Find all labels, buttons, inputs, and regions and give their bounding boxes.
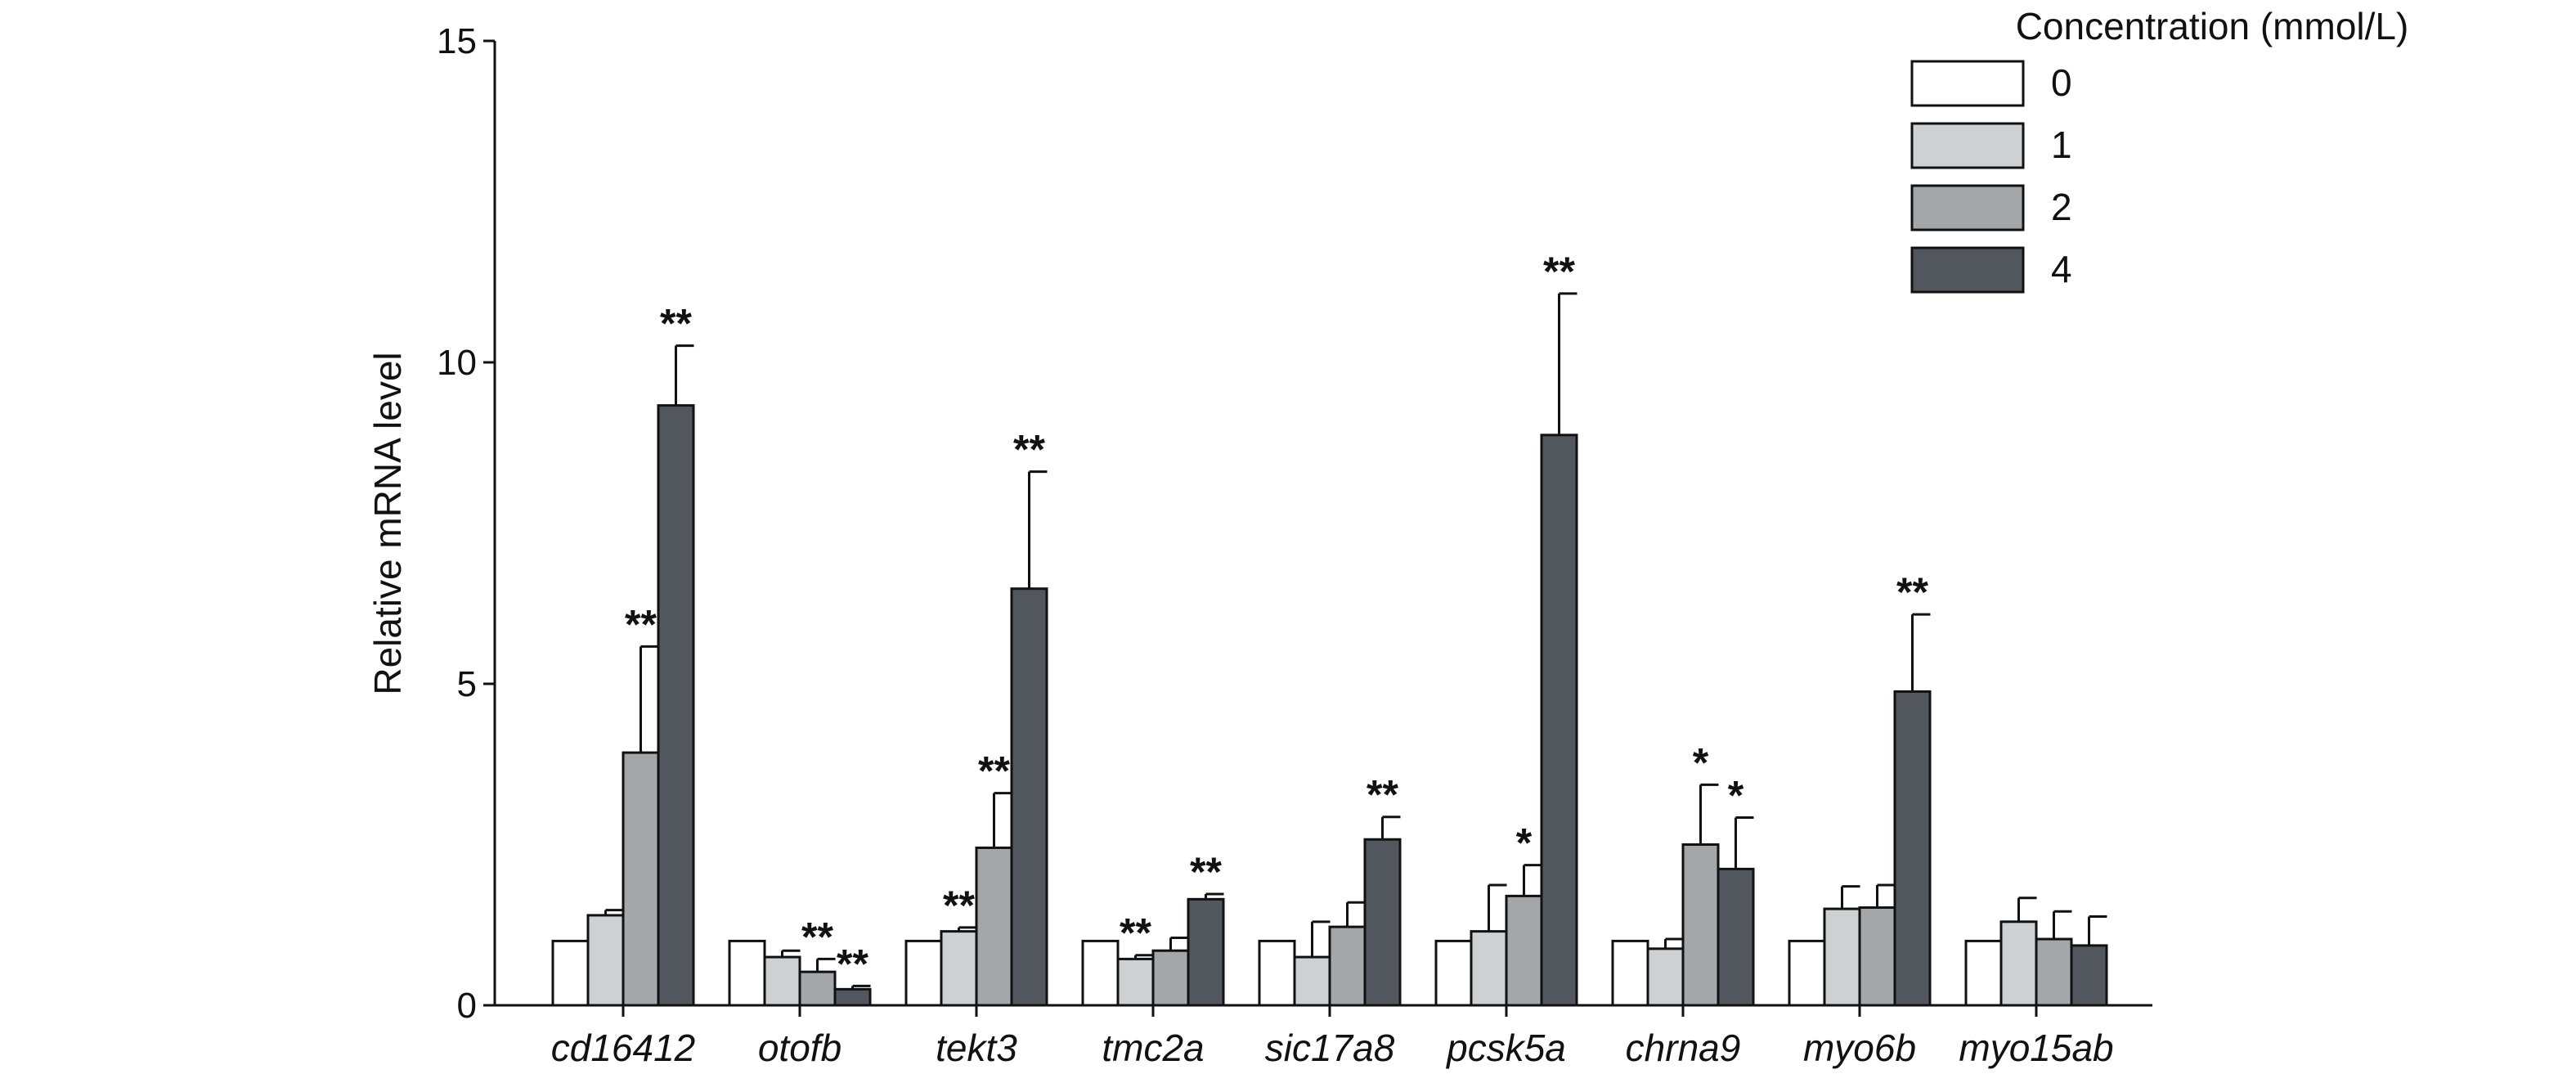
bar xyxy=(1611,939,1649,1007)
legend-label: 1 xyxy=(2051,124,2072,166)
x-tick-label: myo15ab xyxy=(1959,1027,2113,1069)
x-tick-label: sic17a8 xyxy=(1265,1027,1395,1069)
bar xyxy=(1363,838,1402,1007)
bar xyxy=(2070,944,2108,1007)
bar xyxy=(1681,843,1720,1007)
legend-title: Concentration (mmol/L) xyxy=(2016,5,2409,47)
x-tick-label: cd16412 xyxy=(551,1027,696,1069)
bar xyxy=(1964,939,2003,1007)
bar xyxy=(586,914,625,1007)
x-tick-label: pcsk5a xyxy=(1445,1027,1566,1069)
bar-group-myo6b: myo6b ** xyxy=(1788,569,1932,1069)
y-axis: 0 5 10 15 xyxy=(437,21,496,1026)
bar xyxy=(833,987,872,1007)
legend-swatch xyxy=(1910,184,2025,231)
significance-label: ** xyxy=(801,914,833,959)
bar xyxy=(1999,920,2038,1007)
bar xyxy=(1893,690,1932,1007)
significance-label: ** xyxy=(1013,427,1045,473)
y-tick-label: 5 xyxy=(457,664,477,704)
bar xyxy=(1858,906,1896,1007)
bar xyxy=(1258,939,1296,1007)
bar xyxy=(1081,939,1120,1007)
bar xyxy=(975,846,1013,1007)
bar-group-tekt3: tekt3 ** ** ** xyxy=(904,427,1048,1069)
bar xyxy=(1010,587,1048,1007)
significance-label: ** xyxy=(1896,569,1928,615)
x-tick-label: otofb xyxy=(758,1027,841,1069)
bar xyxy=(622,751,660,1007)
significance-label: ** xyxy=(837,941,868,986)
bar-group-myo15ab: myo15ab xyxy=(1959,896,2114,1069)
bar xyxy=(551,939,590,1007)
bar xyxy=(1116,957,1155,1007)
significance-label: * xyxy=(1728,772,1744,818)
significance-label: ** xyxy=(660,301,692,347)
x-tick-label: myo6b xyxy=(1803,1027,1916,1069)
y-axis-title: Relative mRNA level xyxy=(366,352,409,694)
significance-label: * xyxy=(1516,820,1533,866)
bar xyxy=(728,939,766,1007)
legend: Concentration (mmol/L) 0 1 2 4 xyxy=(1910,5,2409,294)
legend-label: 4 xyxy=(2051,248,2072,290)
significance-label: ** xyxy=(1120,910,1151,956)
significance-label: ** xyxy=(625,601,657,647)
bar xyxy=(1470,930,1508,1007)
bar xyxy=(1151,949,1190,1007)
bar xyxy=(1823,907,1861,1007)
bar-group-otofb: otofb **** xyxy=(728,914,872,1069)
significance-label: * xyxy=(1693,739,1709,785)
bar xyxy=(798,970,837,1007)
bar xyxy=(763,955,801,1007)
legend-label: 2 xyxy=(2051,186,2072,228)
bar-group-sic17a8: sic17a8 ** xyxy=(1258,772,1402,1069)
y-tick-label: 0 xyxy=(457,986,477,1026)
legend-swatch xyxy=(1910,122,2025,169)
bar xyxy=(1505,894,1543,1007)
bar xyxy=(904,939,943,1007)
legend-swatch xyxy=(1910,60,2025,107)
significance-label: ** xyxy=(1367,772,1398,818)
bar xyxy=(1788,939,1826,1007)
legend-label: 0 xyxy=(2051,61,2072,104)
legend-swatch xyxy=(1910,246,2025,294)
bar xyxy=(1717,867,1755,1007)
x-tick-label: tekt3 xyxy=(936,1027,1017,1069)
bar xyxy=(1646,947,1685,1007)
bar-groups: cd16412****otofb****tekt3******tmc2a****… xyxy=(551,249,2114,1069)
bar-group-cd16412: cd16412 ** ** xyxy=(551,301,696,1069)
bar xyxy=(1293,955,1331,1007)
bar xyxy=(1187,897,1225,1007)
significance-label: ** xyxy=(943,883,975,928)
bar xyxy=(1434,939,1473,1007)
y-tick-label: 15 xyxy=(437,21,477,61)
bar-group-tmc2a: tmc2a ** ** xyxy=(1081,849,1225,1069)
bar xyxy=(1328,925,1367,1007)
x-tick-label: chrna9 xyxy=(1626,1027,1741,1069)
bar xyxy=(2035,937,2073,1007)
significance-label: ** xyxy=(1543,249,1575,294)
bar xyxy=(940,930,978,1007)
x-tick-label: tmc2a xyxy=(1102,1027,1204,1069)
y-tick-label: 10 xyxy=(437,343,477,383)
significance-label: ** xyxy=(1190,849,1222,895)
significance-label: ** xyxy=(978,748,1010,794)
bar-group-chrna9: chrna9 * * xyxy=(1611,739,1755,1069)
bar xyxy=(657,404,695,1007)
bar-group-pcsk5a: pcsk5a*** xyxy=(1434,249,1578,1069)
bar xyxy=(1540,434,1578,1007)
